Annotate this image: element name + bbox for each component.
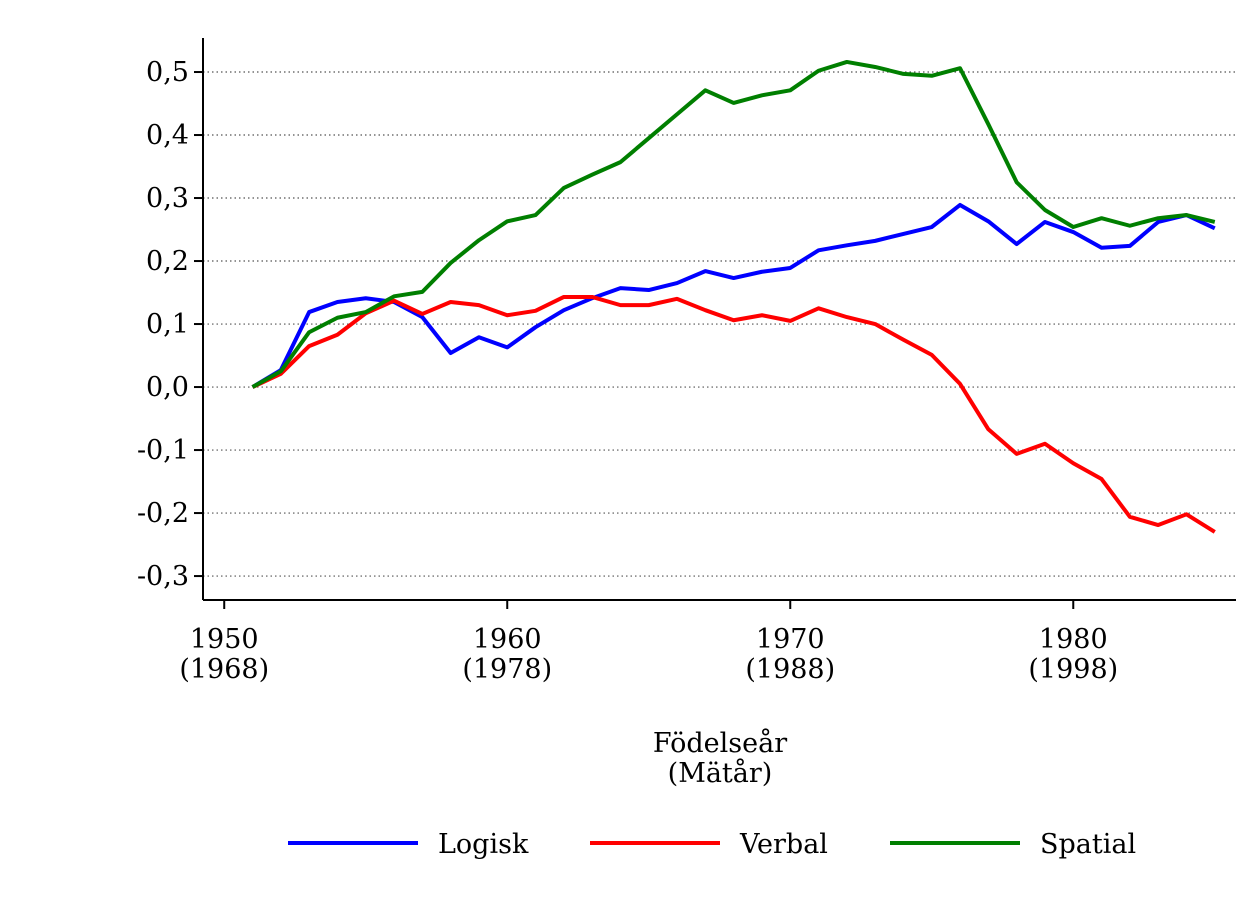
legend-label: Verbal (739, 829, 828, 860)
series-line (251, 294, 1216, 534)
y-tick-label: -0,1 (137, 435, 189, 466)
legend-label: Spatial (1040, 829, 1136, 860)
y-tick-label: 0,2 (146, 246, 189, 277)
x-tick-label: 1960 (1978) (462, 624, 552, 685)
y-tick-label: -0,2 (137, 498, 189, 529)
x-tick-label: 1980 (1998) (1028, 624, 1118, 685)
y-tick-label: -0,3 (137, 561, 189, 592)
y-tick-label: 0,3 (146, 183, 189, 214)
y-tick-label: 0,0 (146, 372, 189, 403)
x-axis-label: Födelseår (653, 727, 787, 759)
series-line (251, 59, 1216, 389)
legend-label: Logisk (438, 829, 529, 860)
x-tick-label: 1970 (1988) (745, 624, 835, 685)
x-tick-label: 1950 (1968) (179, 624, 269, 685)
x-axis-label: (Mätår) (668, 757, 773, 789)
series-line (251, 202, 1216, 389)
y-tick-label: 0,4 (146, 120, 189, 151)
y-tick-label: 0,5 (146, 57, 189, 88)
y-tick-label: 0,1 (146, 309, 189, 340)
